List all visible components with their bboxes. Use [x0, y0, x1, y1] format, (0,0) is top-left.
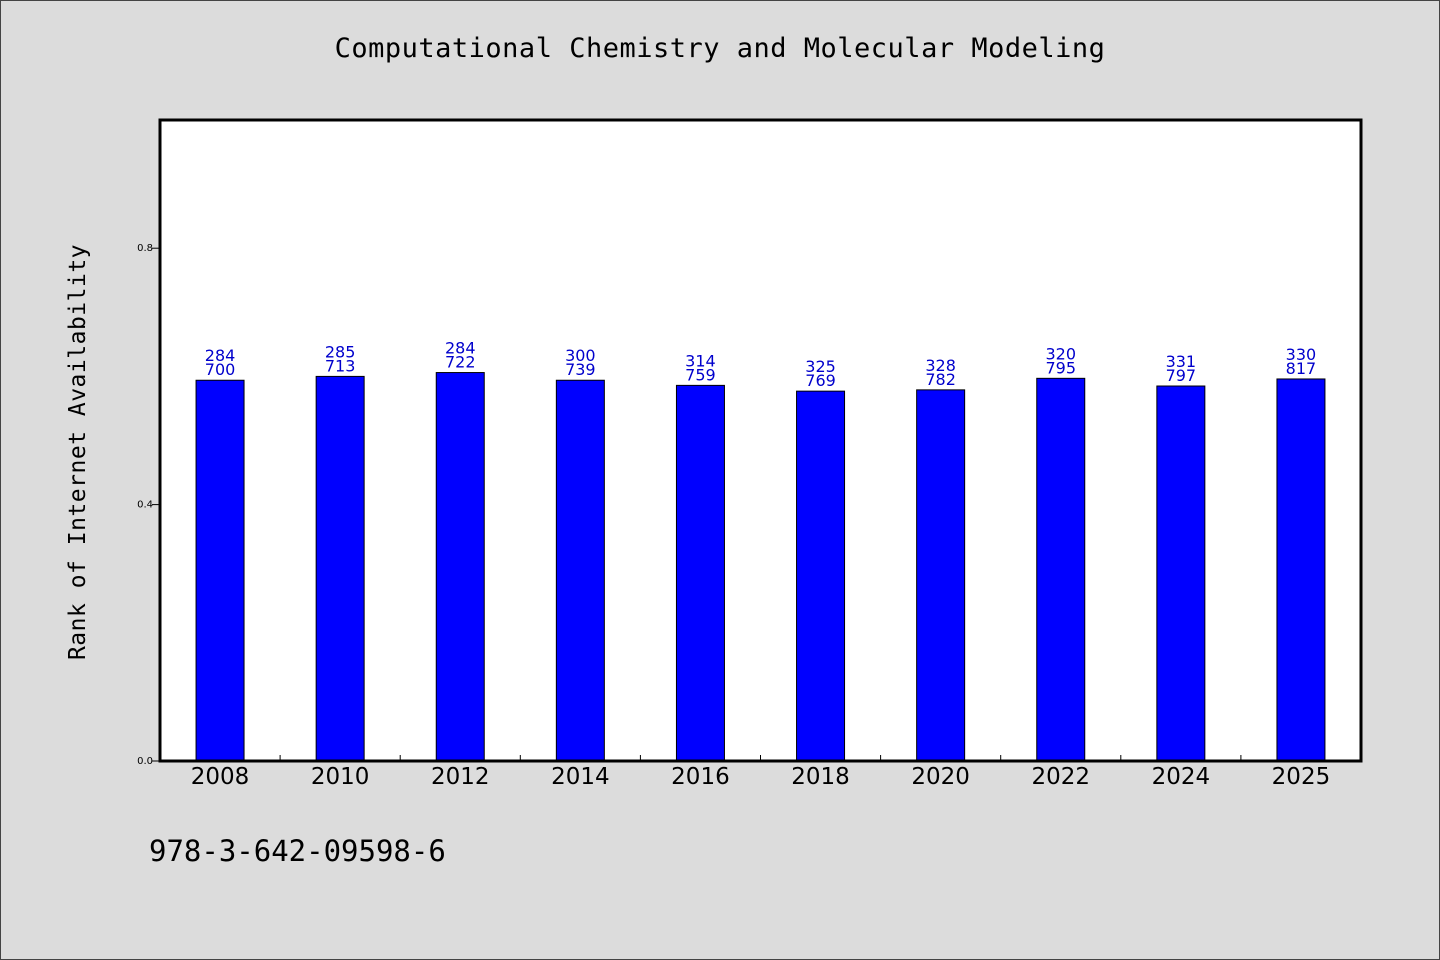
x-tick-label: 2025 [1272, 764, 1331, 790]
x-tick-label: 2010 [311, 764, 370, 790]
bar [916, 389, 966, 762]
bar-label-top: 331 [1166, 352, 1197, 371]
bar-label-top: 320 [1045, 344, 1076, 363]
bar [1276, 378, 1326, 762]
bar-label-bottom: 722 [445, 353, 476, 372]
y-tick-label: 0.4 [137, 500, 153, 511]
bar-label-bottom: 700 [205, 360, 236, 379]
bar-label-top: 284 [445, 339, 476, 358]
bar-label-bottom: 782 [925, 370, 956, 389]
bar [675, 384, 725, 762]
bar [555, 379, 605, 762]
bar [796, 390, 846, 762]
bar-label-top: 284 [205, 346, 236, 365]
bar-label-bottom: 817 [1286, 359, 1317, 378]
plot-frame [158, 118, 1363, 763]
x-tick-label: 2014 [551, 764, 610, 790]
x-tick-label: 2018 [791, 764, 850, 790]
bar-label-bottom: 739 [565, 360, 596, 379]
bar-label-bottom: 713 [325, 356, 356, 375]
bar-label-top: 330 [1286, 345, 1317, 364]
isbn-footer: 978-3-642-09598-6 [149, 834, 446, 868]
bar-label-bottom: 795 [1045, 358, 1076, 377]
bar-label-top: 328 [925, 356, 956, 375]
y-tick-label: 0.8 [137, 243, 153, 254]
bar [315, 375, 365, 762]
bar-label-bottom: 769 [805, 371, 836, 390]
x-tick-label: 2012 [431, 764, 490, 790]
bar-label-top: 300 [565, 346, 596, 365]
chart-title: Computational Chemistry and Molecular Mo… [334, 33, 1106, 64]
x-tick-label: 2020 [911, 764, 970, 790]
bar-label-top: 325 [805, 357, 836, 376]
bar-label-top: 314 [685, 351, 716, 370]
bar-label-bottom: 797 [1166, 366, 1197, 385]
bar [435, 372, 485, 762]
y-tick-label: 0.0 [137, 756, 153, 767]
x-tick-label: 2022 [1031, 764, 1090, 790]
bar [195, 379, 245, 762]
bar [1156, 385, 1206, 762]
bar [1036, 377, 1086, 762]
x-tick-label: 2008 [191, 764, 250, 790]
x-tick-label: 2024 [1152, 764, 1211, 790]
bar-label-bottom: 759 [685, 365, 716, 384]
x-tick-label: 2016 [671, 764, 730, 790]
bar-label-top: 285 [325, 342, 356, 361]
